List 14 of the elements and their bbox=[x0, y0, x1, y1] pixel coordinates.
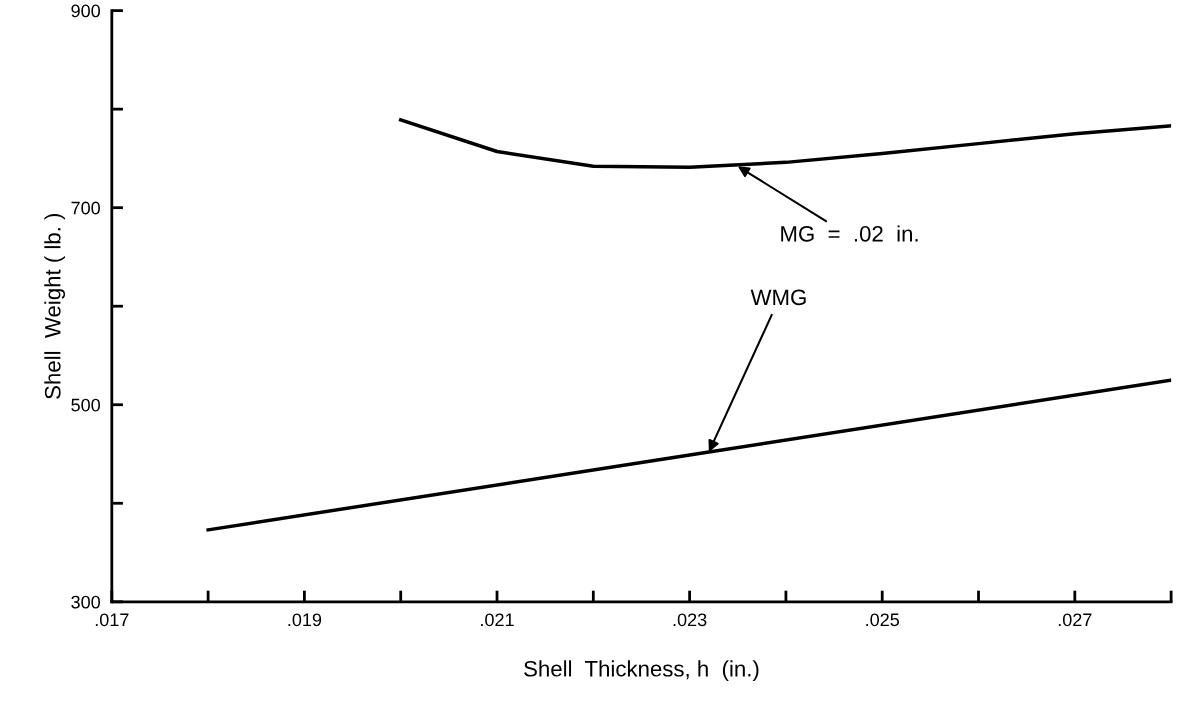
x-tick-label: .027 bbox=[1058, 613, 1092, 627]
y-tick-label: 900 bbox=[71, 4, 100, 18]
y-tick-label: 700 bbox=[71, 201, 100, 215]
x-tick-label: .021 bbox=[481, 613, 514, 627]
annotation: MG = .02 in. bbox=[781, 225, 918, 242]
y-tick-label: 500 bbox=[71, 398, 100, 412]
y-axis-title: Shell Weight ( lb. ) bbox=[44, 213, 66, 399]
x-tick-label: .019 bbox=[288, 613, 322, 627]
annotation: WMG bbox=[750, 289, 806, 306]
x-axis-title: Shell Thickness, h (in.) bbox=[524, 660, 759, 681]
y-tick-label: 300 bbox=[71, 595, 100, 609]
x-tick-label: .017 bbox=[95, 613, 129, 627]
x-tick-label: .025 bbox=[866, 613, 900, 627]
x-tick-label: .023 bbox=[673, 613, 707, 627]
